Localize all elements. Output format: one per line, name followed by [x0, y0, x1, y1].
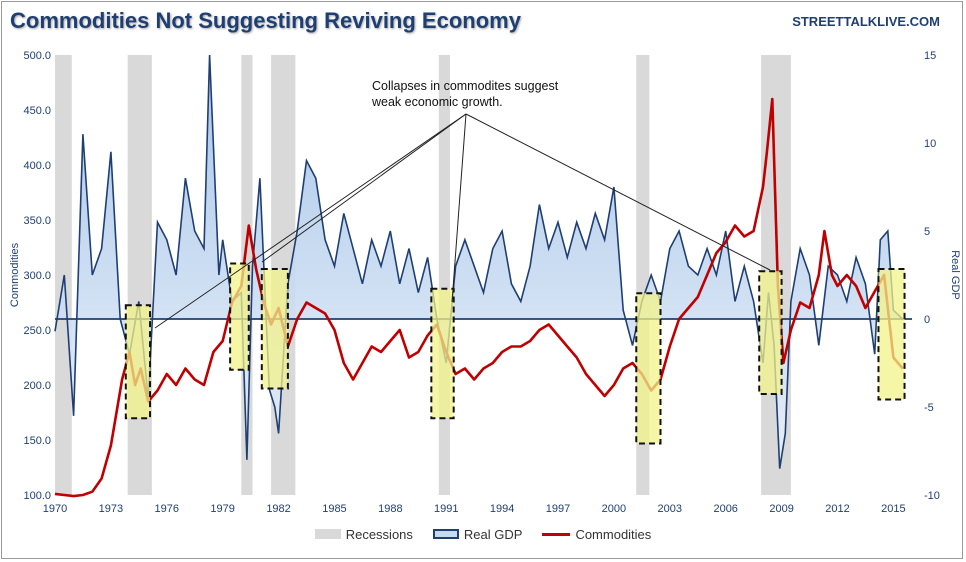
x-tick-label: 1988: [378, 503, 402, 515]
y-left-axis-title: Commodities: [9, 242, 21, 307]
y-right-axis-title: Real GDP: [949, 250, 961, 300]
y-left-tick-label: 150.0: [23, 435, 51, 447]
legend: Recessions Real GDP Commodities: [0, 525, 966, 543]
legend-label-recessions: Recessions: [345, 526, 413, 542]
x-tick-label: 1991: [434, 503, 458, 515]
y-right-tick-label: -10: [924, 490, 940, 502]
commodities-swatch: [542, 532, 571, 536]
x-tick-label: 1976: [155, 503, 179, 515]
x-tick-label: 1985: [322, 503, 346, 515]
highlight-box-2: [260, 268, 289, 390]
y-left-tick-label: 200.0: [23, 380, 51, 392]
highlight-box-1: [229, 262, 250, 371]
x-tick-label: 2015: [881, 503, 905, 515]
y-right-tick-label: -5: [924, 402, 934, 414]
commodities-line: [54, 97, 904, 498]
y-left-tick-label: 300.0: [23, 270, 51, 282]
real-gdp-area: [55, 55, 903, 469]
x-tick-label: 1982: [266, 503, 290, 515]
x-tick-label: 2012: [825, 503, 849, 515]
highlight-box-6: [877, 268, 906, 401]
x-tick-label: 1970: [43, 503, 67, 515]
annotation-line-1: Collapses in commodites suggest: [372, 79, 559, 93]
annotation-pointer-2: [451, 113, 467, 303]
annotation-pointer-3: [465, 113, 771, 271]
y-right-tick-label: 10: [924, 138, 936, 150]
y-left-tick-label: 250.0: [23, 325, 51, 337]
highlight-box-4: [635, 292, 662, 445]
y-left-tick-label: 500.0: [23, 50, 51, 62]
annotation-callout: Collapses in commodites suggest weak eco…: [372, 78, 602, 110]
legend-item-commodities: Commodities: [542, 527, 651, 542]
y-left-tick-label: 400.0: [23, 160, 51, 172]
source-label: STREETTALKLIVE.COM: [792, 14, 940, 29]
y-left-tick-label: 350.0: [23, 215, 51, 227]
highlight-box-0: [124, 304, 152, 420]
recession-band-4: [438, 55, 450, 495]
annotation-pointer-1: [261, 113, 467, 263]
y-right-tick-label: 0: [924, 314, 930, 326]
recession-band-0: [55, 55, 72, 495]
highlight-box-5: [758, 270, 783, 396]
x-tick-label: 1997: [546, 503, 570, 515]
recession-swatch: [314, 529, 341, 539]
legend-label-real-gdp: Real GDP: [463, 526, 523, 542]
chart-title: Commodities Not Suggesting Reviving Econ…: [10, 8, 521, 33]
commodities-series: [54, 97, 904, 498]
x-tick-label: 1994: [490, 503, 514, 515]
axis-labels: 100.0 150.0 200.0 250.0 300.0 350.0 400.0 450.0…: [9, 50, 961, 515]
x-tick-label: 2000: [602, 503, 626, 515]
x-tick-label: 2006: [713, 503, 737, 515]
annotation-pointers: [154, 113, 771, 329]
x-tick-label: 1979: [210, 503, 234, 515]
y-right-tick-label: 15: [924, 50, 936, 62]
highlight-box-3: [430, 287, 455, 420]
x-tick-label: 2003: [658, 503, 682, 515]
x-tick-label: 1973: [99, 503, 123, 515]
legend-item-recessions: Recessions: [314, 526, 413, 542]
legend-label-commodities: Commodities: [575, 526, 652, 542]
y-right-tick-label: 5: [924, 226, 930, 238]
annotation-line-2: weak economic growth.: [372, 95, 503, 109]
y-left-tick-label: 100.0: [23, 490, 51, 502]
real-gdp-swatch: [432, 529, 459, 539]
annotation-pointer-0: [154, 113, 467, 329]
legend-item-real-gdp: Real GDP: [432, 526, 523, 542]
x-tick-label: 2009: [769, 503, 793, 515]
y-left-tick-label: 450.0: [23, 105, 51, 117]
recession-band-1: [127, 55, 152, 495]
highlight-boxes: [124, 262, 906, 445]
